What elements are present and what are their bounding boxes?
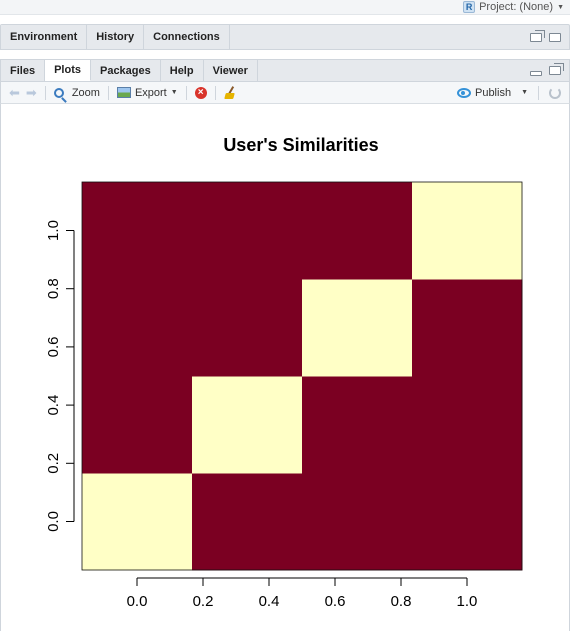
back-arrow-icon[interactable]: ⬅ [9, 85, 20, 100]
heatmap-cell [192, 182, 303, 280]
tab-label: Environment [10, 31, 78, 43]
heatmap-cell [82, 182, 193, 280]
chevron-down-icon: ▼ [521, 89, 528, 96]
heatmap-cell [192, 376, 303, 474]
tab-connections[interactable]: Connections [144, 25, 230, 49]
project-label: Project: (None) [479, 1, 554, 13]
heatmap-chart: User's Similarities 0.0 0.2 0.4 0.6 0.8 1.00.… [45, 135, 523, 610]
y-tick-label: 0.4 [45, 395, 62, 416]
toolbar-divider [44, 85, 46, 100]
heatmap-cell [192, 473, 303, 571]
x-tick-label: 0.0 [127, 593, 148, 610]
tab-label: History [96, 31, 135, 43]
heatmap-cell [412, 182, 523, 280]
heatmap-cell [302, 279, 413, 377]
export-image-icon [116, 87, 131, 98]
publish-label: Publish [474, 86, 512, 99]
heatmap-cell [82, 376, 193, 474]
toolbar-divider [214, 85, 216, 100]
heatmap-cell [192, 279, 303, 377]
tab-label: Connections [153, 31, 220, 43]
toolbar-divider [107, 85, 109, 100]
forward-arrow-icon[interactable]: ➡ [25, 85, 37, 100]
zoom-label: Zoom [71, 86, 100, 99]
pane-window-controls [530, 60, 569, 81]
tab-help[interactable]: Help [160, 60, 204, 81]
chart-title: User's Similarities [223, 135, 378, 155]
zoom-icon [53, 87, 64, 98]
restore-pane-icon[interactable] [549, 63, 564, 75]
tab-label: Plots [54, 64, 81, 76]
plot-viewer: User's Similarities 0.0 0.2 0.4 0.6 0.8 1.0 0.… [0, 104, 570, 631]
remove-plot-icon[interactable]: × [194, 86, 207, 99]
tab-files[interactable]: Files [1, 60, 46, 81]
heatmap-cells [82, 182, 523, 571]
zoom-button[interactable]: Zoom [53, 86, 100, 99]
y-tick-label: 0.6 [45, 336, 62, 357]
maximize-pane-icon[interactable] [549, 32, 561, 42]
x-tick-label: 0.2 [193, 593, 214, 610]
files-pane-tabbar: Files Plots Packages Help Viewer [0, 59, 570, 82]
tab-history[interactable]: History [87, 25, 145, 49]
r-project-icon: R [463, 1, 476, 13]
export-label: Export [134, 86, 167, 99]
axes: 0.0 0.2 0.4 0.6 0.8 1.0 0.0 0.2 0.4 0.6 0.8 1.0 [45, 181, 523, 610]
x-tick-label: 0.4 [259, 593, 280, 610]
project-bar: R Project: (None) ▼ [0, 0, 570, 15]
y-tick-label: 0.0 [45, 511, 62, 532]
tab-label: Viewer [212, 64, 248, 77]
toolbar-divider [185, 85, 187, 100]
toolbar-divider [538, 85, 539, 100]
x-tick-label: 0.8 [391, 593, 412, 610]
tab-packages[interactable]: Packages [90, 60, 161, 81]
export-button[interactable]: Export ▼ [116, 86, 178, 99]
plots-toolbar: ⬅ ➡ Zoom Export ▼ × Publish ▼ [0, 82, 570, 104]
restore-pane-icon[interactable] [530, 29, 545, 42]
chevron-down-icon: ▼ [170, 89, 178, 96]
publish-button[interactable]: Publish ▼ [456, 86, 528, 99]
chevron-down-icon: ▼ [557, 3, 564, 11]
x-tick-label: 0.6 [325, 593, 346, 610]
project-menu[interactable]: R Project: (None) ▼ [463, 0, 564, 14]
tab-plots[interactable]: Plots [45, 60, 91, 81]
heatmap-cell [412, 376, 523, 474]
publish-icon [456, 87, 471, 98]
heatmap-cell [412, 473, 523, 571]
tab-label: Packages [99, 64, 151, 77]
heatmap-cell [302, 473, 413, 571]
heatmap-cell [82, 473, 193, 571]
tab-environment[interactable]: Environment [1, 25, 88, 49]
environment-pane-tabbar: Environment History Connections [0, 24, 570, 50]
y-tick-label: 0.2 [45, 453, 62, 474]
clear-all-plots-broom-icon[interactable] [224, 86, 238, 100]
x-tick-label: 1.0 [457, 593, 478, 610]
minimize-pane-icon[interactable] [530, 70, 542, 76]
heatmap-cell [412, 279, 523, 377]
y-tick-label: 0.8 [45, 278, 62, 299]
refresh-icon[interactable] [549, 86, 561, 99]
plot-frame [81, 181, 523, 571]
heatmap-cell [302, 182, 413, 280]
heatmap-cell [82, 279, 193, 377]
heatmap-cell [302, 376, 413, 474]
tab-viewer[interactable]: Viewer [203, 60, 258, 81]
y-tick-label: 1.0 [45, 220, 62, 241]
tab-label: Help [169, 64, 194, 77]
tab-label: Files [10, 64, 36, 77]
pane-window-controls [530, 25, 569, 49]
